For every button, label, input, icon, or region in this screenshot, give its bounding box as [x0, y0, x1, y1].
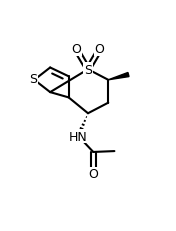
Polygon shape: [108, 73, 129, 80]
Text: O: O: [88, 168, 98, 181]
Text: HN: HN: [69, 130, 88, 143]
Text: S: S: [84, 64, 92, 76]
Text: O: O: [95, 43, 104, 56]
Text: O: O: [72, 43, 81, 56]
Text: S: S: [29, 73, 37, 86]
